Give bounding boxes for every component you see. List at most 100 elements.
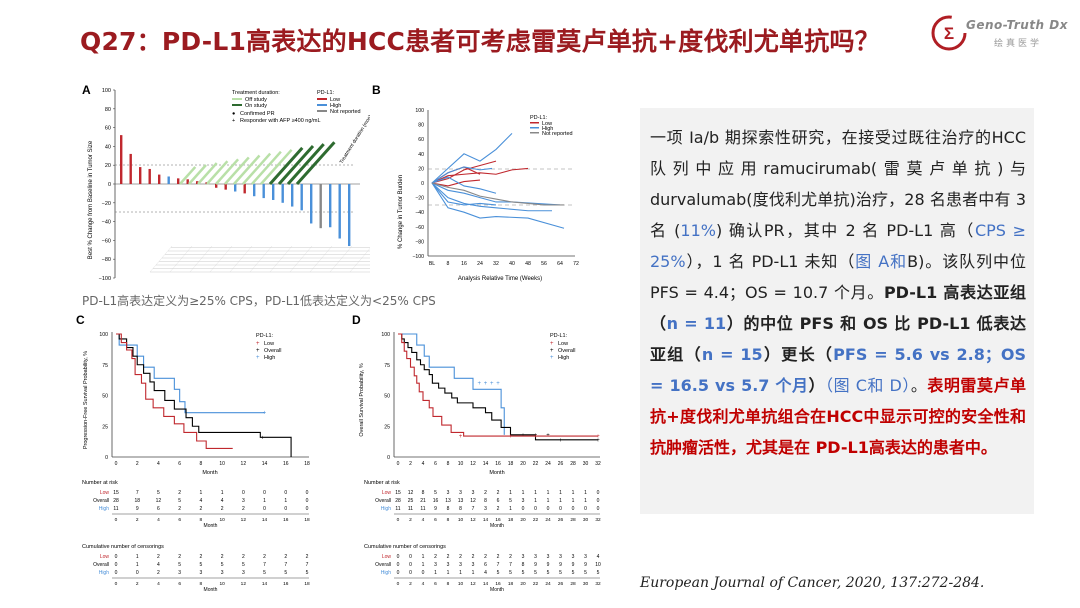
panel-a-duration-bar [215, 158, 240, 185]
panel-a-duration-bar [277, 144, 315, 186]
panel-a-yticks: 100 80 60 40 20 0 −20 −40 −60 −80 −100 [99, 88, 115, 282]
panel-d-cell: 8 [422, 490, 425, 496]
panel-d-table-xtick: 18 [508, 581, 514, 587]
legend-onstudy: On study [245, 103, 267, 109]
panel-c-cell: 12 [156, 498, 162, 504]
panel-d-cell: 28 [395, 498, 401, 504]
panel-c-cell: 0 [115, 554, 118, 560]
panel-c-cell: 5 [178, 498, 181, 504]
panel-d-cell: 6 [484, 562, 487, 568]
panel-a-bar [329, 184, 332, 228]
panel-d-cell: 9 [559, 562, 562, 568]
panel-d-table-title: Number at risk [364, 480, 400, 486]
summary-text-2: ) 确认PR，其中 2 名 PD-L1 高（ [715, 221, 975, 240]
panel-d-xtick: 16 [495, 461, 501, 467]
panel-d-ylabel: Overall Survival Probability, % [359, 363, 365, 436]
panel-d-table-xtick: 14 [483, 581, 489, 587]
panel-c-xtick: 14 [262, 461, 268, 467]
panel-c-cell: 5 [157, 490, 160, 496]
panel-d-cell: 1 [572, 490, 575, 496]
panel-d-cell: 3 [459, 490, 462, 496]
panel-a-bar [120, 135, 123, 184]
panel-d-cell: 3 [472, 562, 475, 568]
panel-c-table-xtick: 14 [262, 581, 268, 587]
panel-a-bars [120, 135, 351, 247]
panel-b-label: B [372, 83, 381, 97]
panel-d-xtick: 6 [434, 461, 437, 467]
legend-afp: Responder with AFP ≥400 ng/mL [240, 118, 321, 124]
panel-b-patient-line [431, 166, 493, 184]
panel-d-table-xtick: 4 [422, 517, 425, 523]
panel-d-cell: 0 [559, 506, 562, 512]
figure-panel-c: C Progression-Free Survival Probability,… [74, 312, 324, 602]
panel-d-cell: 2 [497, 506, 500, 512]
panel-d-cell: 3 [434, 562, 437, 568]
panel-d-legend-low-marker: + [550, 341, 554, 347]
panel-c-cell: 7 [263, 562, 266, 568]
panel-d-table-xtick: 6 [434, 517, 437, 523]
panel-c-table-xtick: 8 [200, 581, 203, 587]
panel-d-cell: 0 [422, 570, 425, 576]
panel-a-floor-line [209, 245, 233, 273]
panel-d-cell: 1 [559, 490, 562, 496]
panel-c-xtick: 12 [241, 461, 247, 467]
panel-a-ytick: −60 [102, 238, 111, 244]
panel-d-cell: 0 [409, 562, 412, 568]
panel-d-label: D [352, 313, 361, 327]
panel-c-ytick: 50 [102, 394, 108, 400]
panel-d-cell: 5 [559, 570, 562, 576]
panel-c-cell: 3 [199, 570, 202, 576]
panel-c-cell: 0 [263, 506, 266, 512]
panel-d-cell: 0 [397, 570, 400, 576]
legend-pr-marker: ● [232, 111, 235, 117]
panel-d-cell: 3 [522, 554, 525, 560]
panel-a-bar [215, 184, 218, 188]
os-km-chart: D Overall Survival Probability, % 100755… [352, 313, 601, 593]
panel-b-ytick: −100 [412, 254, 424, 260]
panel-d-table-xtick: 12 [470, 581, 476, 587]
panel-d-cell: 2 [484, 490, 487, 496]
figure-panel-b: B % Change in Tumor Burden 100 80 60 40 20 0 −… [370, 82, 595, 287]
panel-c-cell: 0 [306, 506, 309, 512]
panel-c-cell: 0 [306, 498, 309, 504]
panel-a-duration-bar [268, 146, 304, 186]
panel-d-xtick: 14 [483, 461, 489, 467]
legend-onstudy-swatch [232, 104, 242, 106]
panel-d-xtick: 12 [470, 461, 476, 467]
panel-a-bar [253, 184, 256, 197]
panel-c-cell: 0 [115, 562, 118, 568]
panel-c-table-xtick: 4 [157, 517, 160, 523]
panel-d-row-label: Overall [375, 562, 391, 568]
panel-d-cell: 0 [572, 506, 575, 512]
panel-d-xtick: 8 [447, 461, 450, 467]
panel-d-cell: 1 [572, 498, 575, 504]
panel-b-patient-lines [431, 132, 565, 229]
panel-d-cell: 8 [522, 562, 525, 568]
panel-d-legend-overall-marker: + [550, 348, 554, 354]
panel-d-cell: 1 [434, 570, 437, 576]
panel-d-table-xtick: 0 [397, 581, 400, 587]
summary-hl-5: （图 C和 D） [825, 376, 911, 395]
panel-d-cell: 0 [534, 506, 537, 512]
panel-c-cell: 7 [284, 562, 287, 568]
panel-d-cell: 21 [420, 498, 426, 504]
panel-c-cell: 11 [113, 506, 118, 512]
panel-b-xtick: 72 [573, 261, 579, 267]
panel-c-table-xtick: 6 [178, 581, 181, 587]
panel-c-xtick: 4 [157, 461, 160, 467]
panel-c-legend-title: PD-L1: [256, 333, 274, 339]
summary-text-4: B)。该队列中位 PFS = 4.4；OS = 10.7 个月。 [650, 252, 1026, 302]
panel-c-cell: 2 [199, 506, 202, 512]
panel-c-cell: 3 [242, 570, 245, 576]
panel-c-cell: 3 [178, 570, 181, 576]
panel-b-legend-title: PD-L1: [530, 115, 548, 121]
panel-c-ylabel: Progression-Free Survival Probability, % [83, 351, 89, 449]
panel-d-cell: 2 [497, 554, 500, 560]
panel-c-cell: 5 [221, 562, 224, 568]
company-logo-icon: Σ [931, 15, 967, 51]
legend-low-swatch [317, 98, 327, 100]
panel-d-cell: 10 [595, 562, 601, 568]
panel-b-patient-line [431, 182, 564, 206]
panel-c-legend-low: Low [264, 341, 274, 347]
panel-c-cell: 5 [199, 562, 202, 568]
